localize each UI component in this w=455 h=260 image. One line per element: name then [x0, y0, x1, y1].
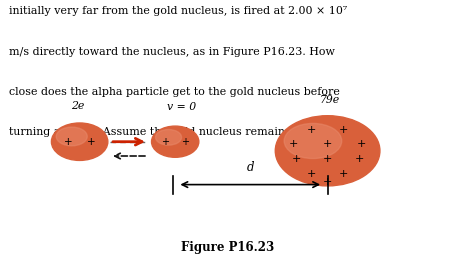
Text: +: +	[181, 137, 189, 147]
Text: 2e: 2e	[71, 101, 84, 111]
Ellipse shape	[51, 123, 108, 160]
Text: +: +	[292, 153, 301, 164]
Text: +: +	[323, 177, 332, 187]
Text: +: +	[161, 137, 169, 147]
Text: +: +	[323, 153, 332, 164]
Ellipse shape	[156, 129, 182, 145]
Text: +: +	[63, 137, 72, 147]
Text: Figure P16.23: Figure P16.23	[181, 240, 274, 253]
Ellipse shape	[275, 116, 380, 186]
Text: +: +	[87, 137, 96, 147]
Text: close does the alpha particle get to the gold nucleus before: close does the alpha particle get to the…	[9, 87, 340, 97]
Ellipse shape	[152, 126, 199, 157]
Ellipse shape	[56, 127, 87, 146]
Text: +: +	[289, 139, 298, 150]
Text: d: d	[247, 161, 254, 174]
Text: turning around? Assume the gold nucleus remains stationary.: turning around? Assume the gold nucleus …	[9, 127, 353, 137]
Text: +: +	[339, 125, 348, 135]
Text: +: +	[323, 139, 332, 150]
Text: initially very far from the gold nucleus, is fired at 2.00 × 10⁷: initially very far from the gold nucleus…	[9, 6, 347, 16]
Text: v = 0: v = 0	[167, 102, 197, 112]
Text: m/s directly toward the nucleus, as in Figure P16.23. How: m/s directly toward the nucleus, as in F…	[9, 47, 335, 57]
Text: +: +	[339, 169, 348, 179]
Text: +: +	[307, 169, 317, 179]
Ellipse shape	[284, 124, 342, 159]
Text: +: +	[307, 125, 317, 135]
Text: 79e: 79e	[320, 95, 340, 105]
Text: +: +	[357, 139, 366, 150]
Text: +: +	[354, 153, 364, 164]
